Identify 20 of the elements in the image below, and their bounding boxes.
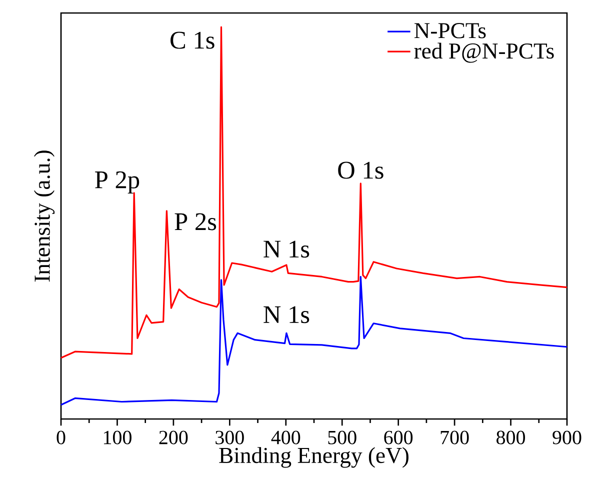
x-tick-label: 600 — [384, 430, 413, 444]
x-tick-label: 400 — [271, 430, 300, 444]
x-axis-title: Binding Energy (eV) — [219, 447, 408, 468]
x-tick-label: 900 — [552, 430, 582, 444]
legend-label: N-PCTs — [414, 23, 486, 38]
annotation: P 2p — [95, 171, 140, 194]
x-tick-label: 800 — [496, 430, 526, 444]
x-tick-label: 200 — [159, 430, 188, 444]
y-axis-title: Intensity (a.u.) — [34, 150, 55, 282]
annotation: N 1s — [264, 240, 310, 258]
x-tick-label: 700 — [440, 430, 469, 444]
x-tick-label: 500 — [328, 430, 356, 444]
x-tick-label: 100 — [104, 430, 132, 444]
x-tick-label: 0 — [56, 430, 66, 444]
annotation: N 1s — [264, 306, 310, 324]
annotation: P 2s — [174, 213, 216, 230]
legend-label: red P@N-PCTs — [414, 42, 554, 63]
x-tick-label: 300 — [216, 430, 244, 444]
annotation: C 1s — [170, 32, 214, 49]
annotation: O 1s — [338, 162, 384, 179]
